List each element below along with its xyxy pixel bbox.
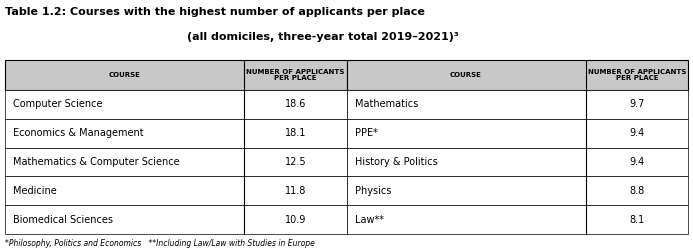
Text: 12.5: 12.5 xyxy=(284,157,306,167)
Bar xyxy=(5,60,346,90)
Text: Mathematics: Mathematics xyxy=(355,99,418,109)
Text: 9.4: 9.4 xyxy=(629,128,644,138)
Bar xyxy=(5,119,346,148)
Bar xyxy=(5,90,346,119)
Text: PPE*: PPE* xyxy=(355,128,378,138)
Text: Computer Science: Computer Science xyxy=(13,99,103,109)
Bar xyxy=(346,90,688,119)
Bar xyxy=(346,119,688,148)
Bar xyxy=(5,176,346,205)
Text: COURSE: COURSE xyxy=(109,72,141,78)
Bar xyxy=(346,148,688,176)
Text: NUMBER OF APPLICANTS
PER PLACE: NUMBER OF APPLICANTS PER PLACE xyxy=(588,69,686,81)
Text: *Philosophy, Politics and Economics   **Including Law/Law with Studies in Europe: *Philosophy, Politics and Economics **In… xyxy=(5,239,315,248)
Text: 18.6: 18.6 xyxy=(285,99,306,109)
Text: 18.1: 18.1 xyxy=(285,128,306,138)
Text: 11.8: 11.8 xyxy=(285,186,306,196)
Text: 9.7: 9.7 xyxy=(629,99,644,109)
Text: NUMBER OF APPLICANTS
PER PLACE: NUMBER OF APPLICANTS PER PLACE xyxy=(246,69,344,81)
Bar xyxy=(346,60,688,90)
Text: 8.1: 8.1 xyxy=(629,215,644,225)
Text: 9.4: 9.4 xyxy=(629,157,644,167)
Text: 8.8: 8.8 xyxy=(629,186,644,196)
Text: Table 1.2: Courses with the highest number of applicants per place: Table 1.2: Courses with the highest numb… xyxy=(5,7,425,17)
Text: Mathematics & Computer Science: Mathematics & Computer Science xyxy=(13,157,179,167)
Text: Economics & Management: Economics & Management xyxy=(13,128,143,138)
Text: Law**: Law** xyxy=(355,215,383,225)
Text: Physics: Physics xyxy=(355,186,391,196)
Bar xyxy=(346,205,688,234)
Text: History & Politics: History & Politics xyxy=(355,157,437,167)
Text: COURSE: COURSE xyxy=(450,72,482,78)
Bar xyxy=(346,176,688,205)
Bar xyxy=(5,205,346,234)
Text: (all domiciles, three-year total 2019–2021)³: (all domiciles, three-year total 2019–20… xyxy=(187,32,459,42)
Text: 10.9: 10.9 xyxy=(285,215,306,225)
Bar xyxy=(5,148,346,176)
Text: Medicine: Medicine xyxy=(13,186,57,196)
Text: Biomedical Sciences: Biomedical Sciences xyxy=(13,215,113,225)
